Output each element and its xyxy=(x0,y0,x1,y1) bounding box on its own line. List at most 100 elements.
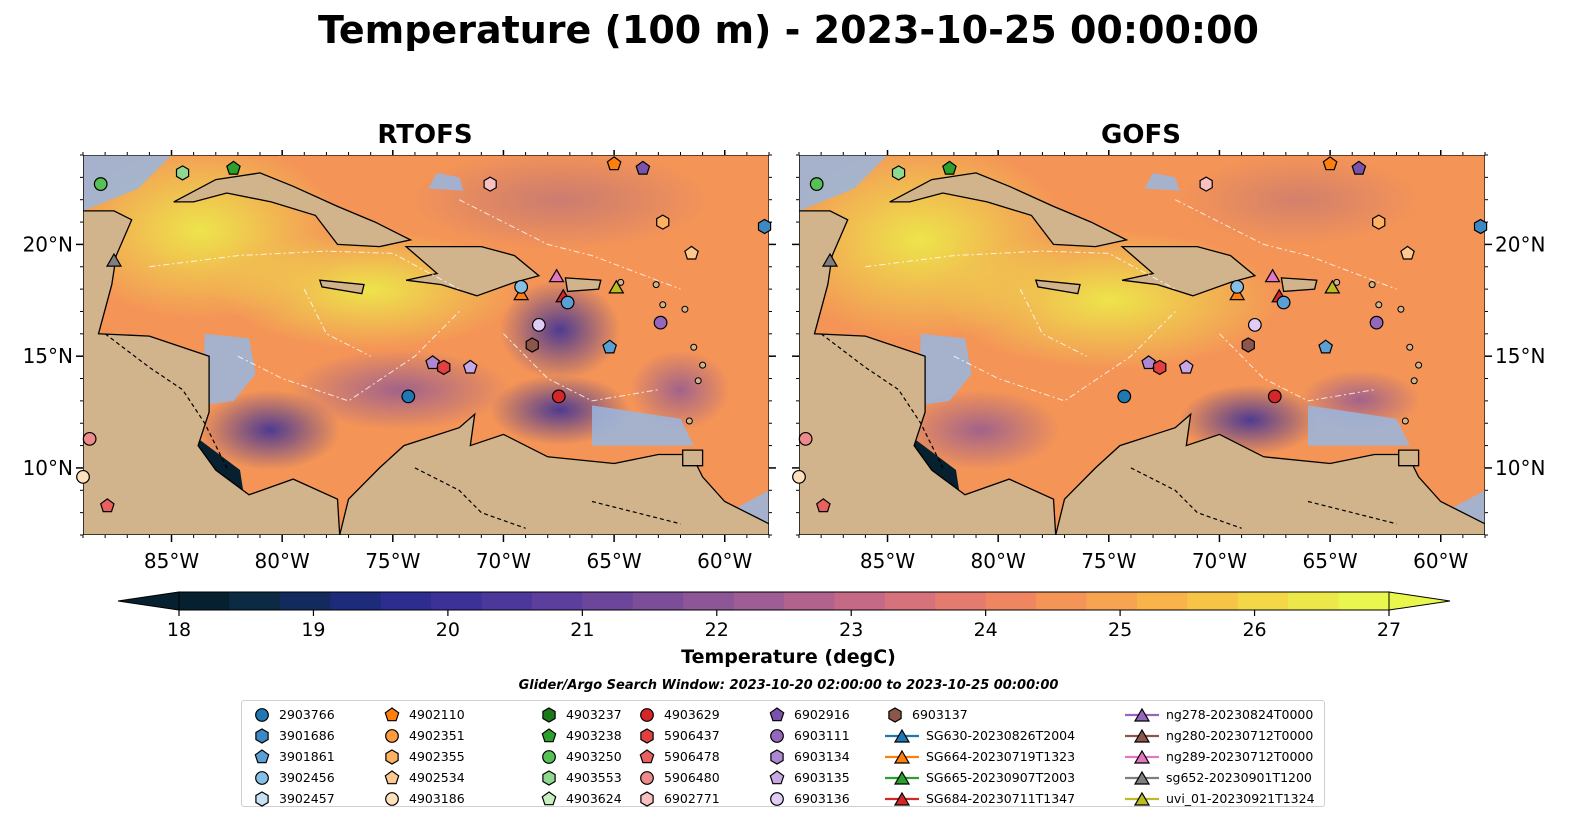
pentagon-marker-icon xyxy=(384,706,400,721)
colorbar-segment xyxy=(834,592,886,610)
legend-column: 4903629 5906437 5906478 5906480 6902771 xyxy=(637,704,720,809)
float-marker xyxy=(942,160,957,175)
pentagon-marker-icon xyxy=(384,769,400,784)
legend-label: 6903111 xyxy=(794,728,850,743)
shallow-water xyxy=(202,333,256,406)
legend-marker xyxy=(640,790,654,807)
legend-label: 3901686 xyxy=(279,728,335,743)
country-border xyxy=(414,467,526,529)
search-window-text: Glider/Argo Search Window: 2023-10-20 02… xyxy=(518,678,1059,693)
colorbar: 18 19 20 21 22 23 24 25 26 27 xyxy=(117,591,1451,641)
cool-eddy xyxy=(500,280,620,380)
legend-entry: ng278-20230824T0000 xyxy=(1125,704,1315,725)
land-yucatan-central-america xyxy=(799,155,1057,535)
legend-label: uvi_01-20230921T1324 xyxy=(1166,791,1315,806)
legend-entry: 6902916 xyxy=(767,704,850,725)
legend-entry: 4902534 xyxy=(382,767,465,788)
legend-label: 3902456 xyxy=(279,770,335,785)
float-marker xyxy=(76,469,90,484)
float-marker xyxy=(606,156,622,171)
legend-column: ng278-20230824T0000 ng280-20230712T0000 ng… xyxy=(1125,704,1315,809)
legend-marker xyxy=(893,749,911,764)
colorbar-segment xyxy=(229,592,281,610)
float-marker xyxy=(1178,359,1194,374)
cool-eddy xyxy=(630,350,730,430)
float-marker xyxy=(401,389,416,404)
colorbar-tick-label: 25 xyxy=(1108,619,1132,641)
colorbar-segment xyxy=(431,592,483,610)
land-cuba xyxy=(889,172,1129,248)
land-florida-tip xyxy=(236,155,279,156)
float-marker xyxy=(175,165,190,181)
small-island xyxy=(1401,417,1409,425)
legend-marker xyxy=(770,791,784,806)
land-cuba xyxy=(173,172,413,248)
colorbar-segment xyxy=(1288,592,1340,610)
hexagon-marker-icon xyxy=(385,748,399,765)
legend-marker xyxy=(1133,791,1151,806)
legend-marker xyxy=(385,791,399,806)
legend-label: 4902534 xyxy=(409,770,465,785)
float-marker xyxy=(1318,339,1334,354)
float-marker xyxy=(608,279,625,294)
float-marker xyxy=(99,498,115,513)
shallow-water xyxy=(1144,172,1180,191)
float-marker xyxy=(821,252,839,267)
legend-label: 4902355 xyxy=(409,749,465,764)
float-marker xyxy=(531,317,546,332)
x-tick-label: 60°W xyxy=(1413,549,1468,573)
legend-marker xyxy=(640,707,654,722)
legend-entry: ng280-20230712T0000 xyxy=(1125,725,1315,746)
legend-entry: 5906437 xyxy=(637,725,720,746)
legend-marker xyxy=(639,748,655,763)
land-jamaica xyxy=(1034,279,1081,295)
legend-label: 6903134 xyxy=(794,749,850,764)
eez-boundary xyxy=(953,311,1176,402)
shallow-water xyxy=(83,155,172,211)
float-marker xyxy=(551,389,566,404)
legend-column: 4903237 4903238 4903250 4903553 4903624 xyxy=(539,704,622,809)
legend-marker xyxy=(255,707,269,722)
land-trinidad xyxy=(1398,449,1420,467)
triangle-marker-icon xyxy=(1125,770,1159,785)
colorbar-segment xyxy=(632,592,684,610)
land-south-america xyxy=(1055,412,1485,535)
legend-label: ng278-20230824T0000 xyxy=(1166,707,1314,722)
legend-marker xyxy=(1133,728,1151,743)
legend-marker xyxy=(770,748,784,765)
legend-entry: 4902110 xyxy=(382,704,465,725)
circle-marker-icon xyxy=(385,728,399,743)
legend-marker xyxy=(542,749,556,764)
float-marker xyxy=(1351,160,1367,175)
float-marker xyxy=(798,431,813,446)
legend-marker xyxy=(1133,770,1151,785)
legend-marker xyxy=(769,769,785,784)
pentagon-marker-icon xyxy=(254,748,270,763)
legend-entry: 4903553 xyxy=(539,767,622,788)
small-island xyxy=(1375,301,1383,309)
hexagon-marker-icon xyxy=(542,706,556,723)
legend-label: 4903250 xyxy=(566,749,622,764)
legend-entry: 4903250 xyxy=(539,746,622,767)
legend-entry: 3902457 xyxy=(252,788,335,809)
legend-entry: 6903136 xyxy=(767,788,850,809)
eez-boundary xyxy=(1219,333,1375,402)
float-marker xyxy=(684,245,699,260)
triangle-marker-icon xyxy=(885,791,919,806)
legend-label: SG630-20230826T2004 xyxy=(926,728,1076,743)
legend-entry: 4902355 xyxy=(382,746,465,767)
legend-entry: SG665-20230907T2003 xyxy=(885,767,1075,788)
colorbar-segment xyxy=(330,592,382,610)
small-island xyxy=(1406,343,1414,351)
country-border xyxy=(820,333,944,469)
circle-marker-icon xyxy=(770,791,784,806)
colorbar-frame xyxy=(178,591,1390,611)
float-marker xyxy=(635,160,651,175)
mid-anomaly xyxy=(410,155,710,250)
legend-marker xyxy=(1133,749,1151,764)
small-island xyxy=(1410,377,1418,385)
legend-label: 4903238 xyxy=(566,728,622,743)
colorbar-segment xyxy=(733,592,785,610)
legend-entry: 3901686 xyxy=(252,725,335,746)
shallow-water xyxy=(799,155,888,211)
